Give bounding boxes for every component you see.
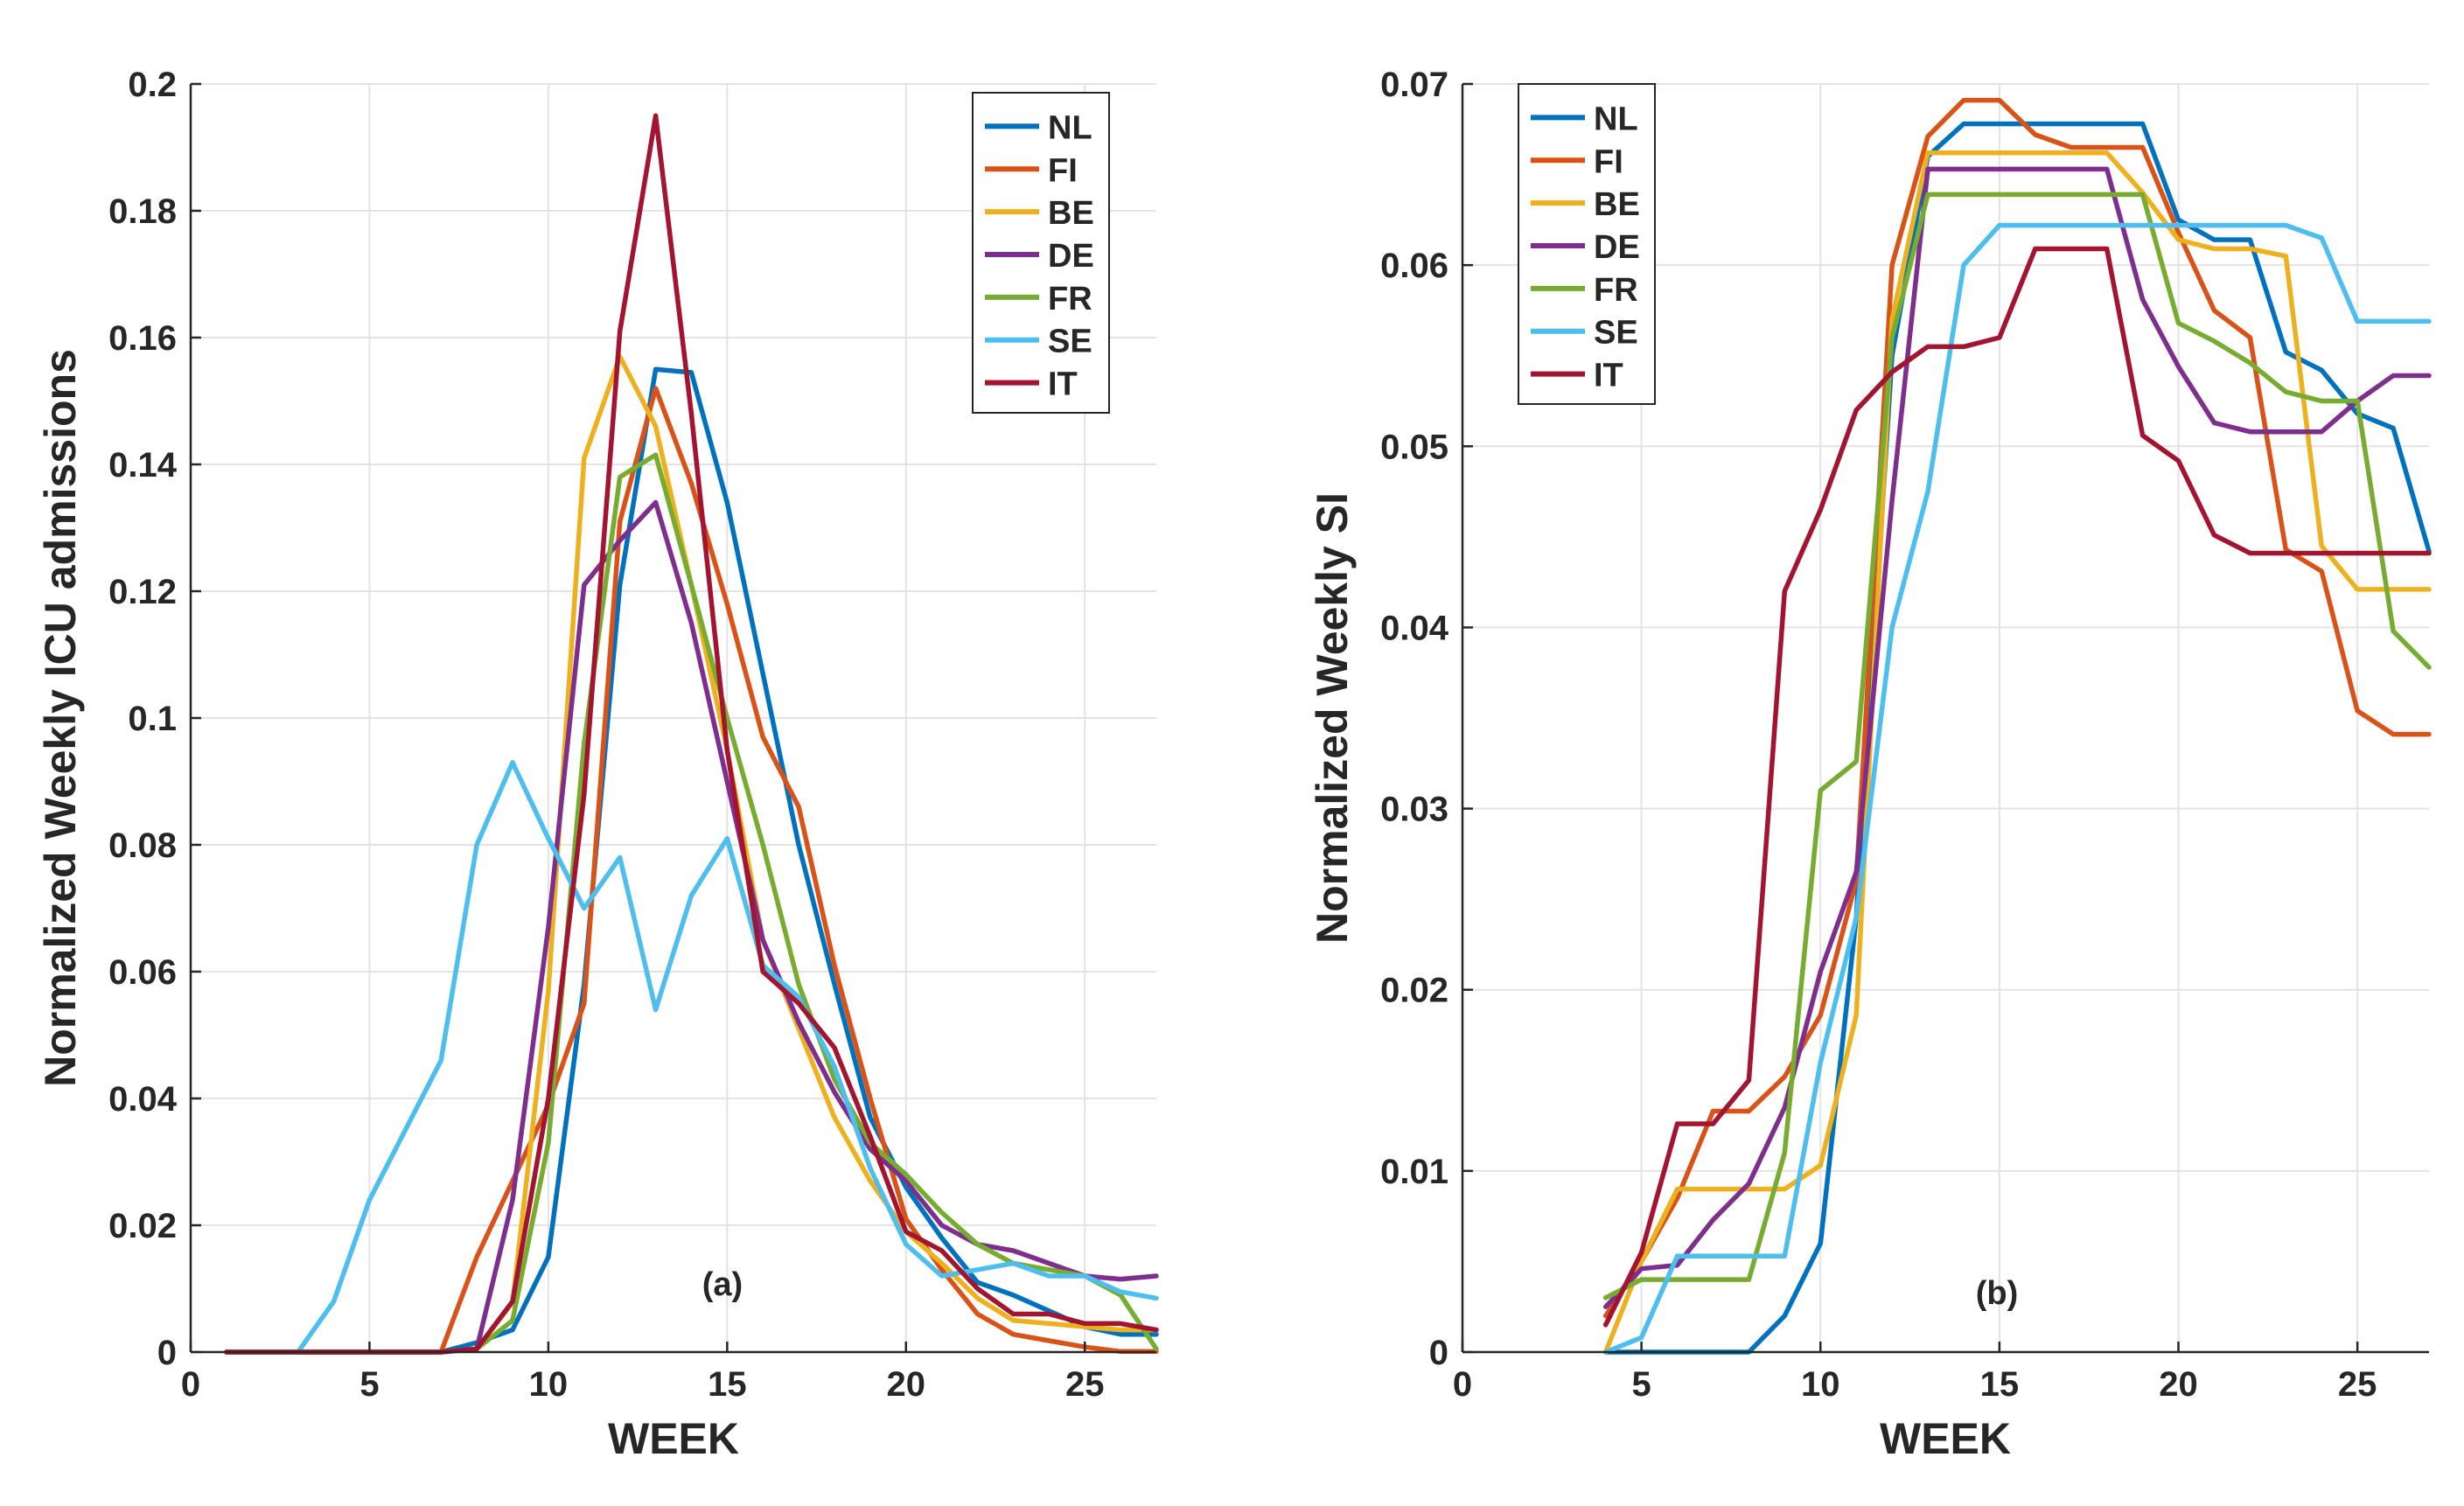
legend-label-de: DE (1594, 229, 1640, 266)
series-line-it (1602, 246, 2432, 1328)
x-tick-label: 0 (181, 1365, 200, 1404)
series-line-nl (1602, 121, 2432, 1355)
legend-a: NL FI BE DE FR SE IT (972, 92, 1110, 414)
legend-label-se: SE (1048, 324, 1092, 360)
x-tick-label: 25 (1065, 1365, 1105, 1404)
x-tick-label: 25 (2338, 1365, 2377, 1404)
x-tick-label: 5 (1632, 1365, 1651, 1404)
y-tick-label: 0.04 (1380, 609, 1449, 647)
legend-label-fr: FR (1048, 281, 1092, 317)
x-tick-label: 20 (2159, 1365, 2198, 1404)
y-tick-label: 0 (1429, 1334, 1448, 1372)
axes-b (1461, 84, 2429, 1354)
series-line-de (1602, 166, 2432, 1309)
y-tick-label: 0.06 (108, 953, 177, 992)
y-tick-label: 0.04 (108, 1080, 178, 1119)
chart-panel-b: 0 5 10 15 20 2500.010.020.030.040.050.060.07 … (1308, 66, 2432, 1463)
legend-label-it: IT (1594, 358, 1623, 394)
y-tick-label: 0.06 (1380, 247, 1448, 285)
tick-labels-a: 0 5 10 15 20 25 0 0.02 0.04 0.06 0.08 0.1 0.12 0.14 0.… (108, 66, 1104, 1404)
legend-label-fr: FR (1594, 272, 1638, 309)
legend-b: NL FI BE DE FR SE IT (1518, 83, 1656, 405)
chart-panel-a: 0 5 10 15 20 25 0 0.02 0.04 0.06 0.08 0.1 0.12 0.14 0.… (36, 66, 1159, 1463)
series-line-se (1602, 222, 2432, 1355)
legend-label-se: SE (1594, 315, 1638, 352)
x-tick-label: 10 (1801, 1365, 1840, 1404)
y-axis-label-b: Normalized Weekly SI (1308, 492, 1357, 944)
y-tick-label: 0.08 (108, 826, 177, 865)
y-tick-label: 0.01 (1380, 1153, 1448, 1191)
legend-label-it: IT (1048, 366, 1078, 403)
x-tick-label: 10 (529, 1365, 569, 1404)
panel-label-a: (a) (702, 1266, 743, 1303)
x-tick-label: 15 (708, 1365, 747, 1404)
series-line-fr (1602, 192, 2432, 1300)
x-tick-label: 20 (887, 1365, 926, 1404)
y-tick-label: 0.12 (108, 573, 177, 611)
y-tick-label: 0.16 (108, 319, 177, 358)
y-tick-label: 0.02 (1380, 972, 1448, 1010)
legend-label-fi: FI (1048, 152, 1078, 189)
x-axis-label-b: WEEK (1880, 1414, 2011, 1463)
y-tick-label: 0.18 (108, 192, 177, 231)
legend-label-nl: NL (1048, 109, 1092, 146)
y-tick-label: 0.07 (1380, 66, 1448, 104)
x-tick-label: 0 (1453, 1365, 1472, 1404)
series-line-se (224, 760, 1159, 1355)
panel-label-b: (b) (1976, 1275, 2019, 1312)
series-line-it (224, 113, 1159, 1355)
tick-labels-b: 0 5 10 15 20 25 0 0.01 0.02 0.03 0.04 0.05 0.06 0.07 (1380, 66, 2377, 1404)
x-tick-label: 5 (359, 1365, 379, 1404)
x-axis-label-a: WEEK (608, 1414, 739, 1463)
legend-label-de: DE (1048, 238, 1094, 275)
legend-label-be: BE (1594, 186, 1640, 223)
y-tick-label: 0.02 (108, 1207, 177, 1245)
y-tick-label: 0.05 (1380, 428, 1448, 466)
y-tick-label: 0.14 (108, 446, 178, 485)
y-tick-label: 0.1 (128, 700, 177, 738)
series-line-fr (224, 452, 1159, 1355)
legend-label-nl: NL (1594, 101, 1638, 137)
legend-label-be: BE (1048, 195, 1094, 232)
series-lines-b (1602, 97, 2432, 1355)
y-tick-label: 0.03 (1380, 791, 1448, 829)
legend-label-fi: FI (1594, 143, 1623, 180)
y-axis-label-a: Normalized Weekly ICU admissions (36, 349, 85, 1087)
series-line-nl (224, 366, 1159, 1355)
y-tick-label: 0 (157, 1334, 177, 1372)
x-tick-label: 15 (1980, 1365, 2020, 1404)
series-lines-a (224, 113, 1159, 1355)
y-tick-label: 0.2 (128, 66, 177, 104)
